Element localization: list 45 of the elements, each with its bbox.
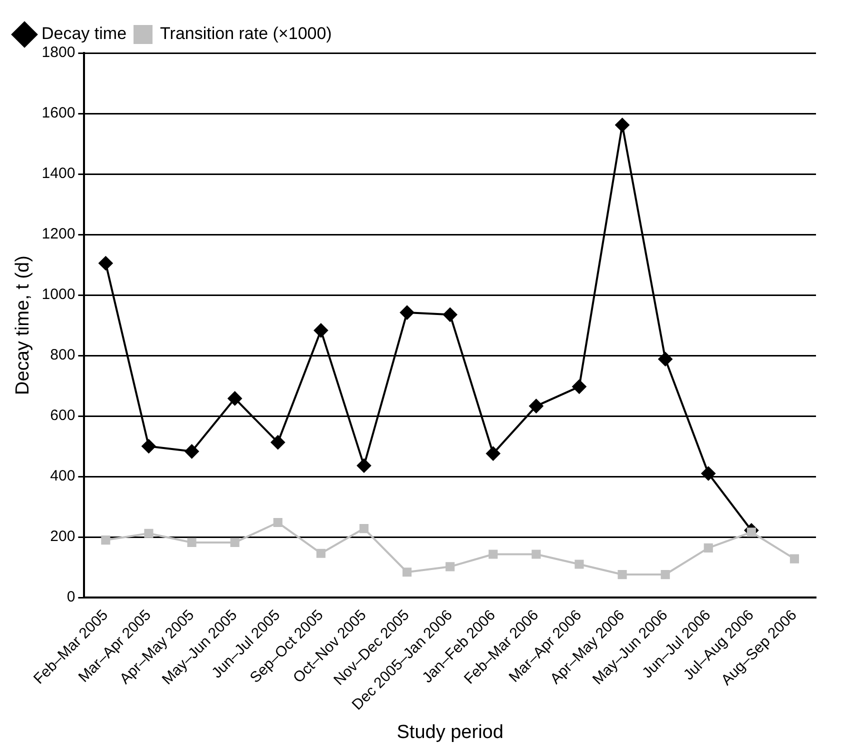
x-axis-title: Study period [396, 722, 504, 743]
point [184, 444, 199, 458]
point [359, 524, 369, 534]
point [446, 562, 455, 572]
point [704, 543, 713, 552]
legend-label: Decay time [42, 24, 127, 44]
y-tick-label: 1000 [42, 286, 76, 304]
y-tick-label: 200 [50, 528, 76, 546]
point [615, 118, 630, 132]
point [316, 548, 326, 558]
point [488, 550, 498, 559]
point [443, 308, 458, 322]
y-axis-title: Decay time, t (d) [12, 256, 34, 395]
y-tick-label: 1400 [42, 165, 76, 182]
y-tick-label: 600 [50, 407, 76, 424]
point [618, 570, 627, 580]
point [574, 560, 584, 569]
point [529, 399, 544, 414]
point [101, 536, 110, 545]
point [486, 446, 500, 461]
y-tick-label: 1800 [42, 44, 76, 62]
point [98, 256, 113, 270]
y-tick-label: 0 [66, 588, 76, 606]
point [228, 391, 242, 406]
point [402, 568, 412, 577]
point [356, 458, 371, 473]
point [790, 554, 800, 564]
point [273, 518, 282, 528]
point [314, 323, 328, 338]
y-tick-label: 1600 [42, 104, 76, 122]
point [660, 570, 670, 580]
y-tick-label: 800 [50, 346, 76, 364]
y-tick-label: 400 [50, 468, 76, 485]
point [701, 466, 716, 480]
legend-label: Transition rate (×1000) [160, 24, 332, 44]
point [230, 538, 240, 548]
point [270, 435, 285, 450]
point [532, 550, 541, 559]
y-tick-label: 1200 [42, 226, 76, 243]
point [144, 528, 154, 538]
point [187, 538, 196, 548]
point [142, 439, 156, 454]
point [572, 380, 586, 394]
point [658, 352, 672, 366]
point [400, 306, 414, 320]
